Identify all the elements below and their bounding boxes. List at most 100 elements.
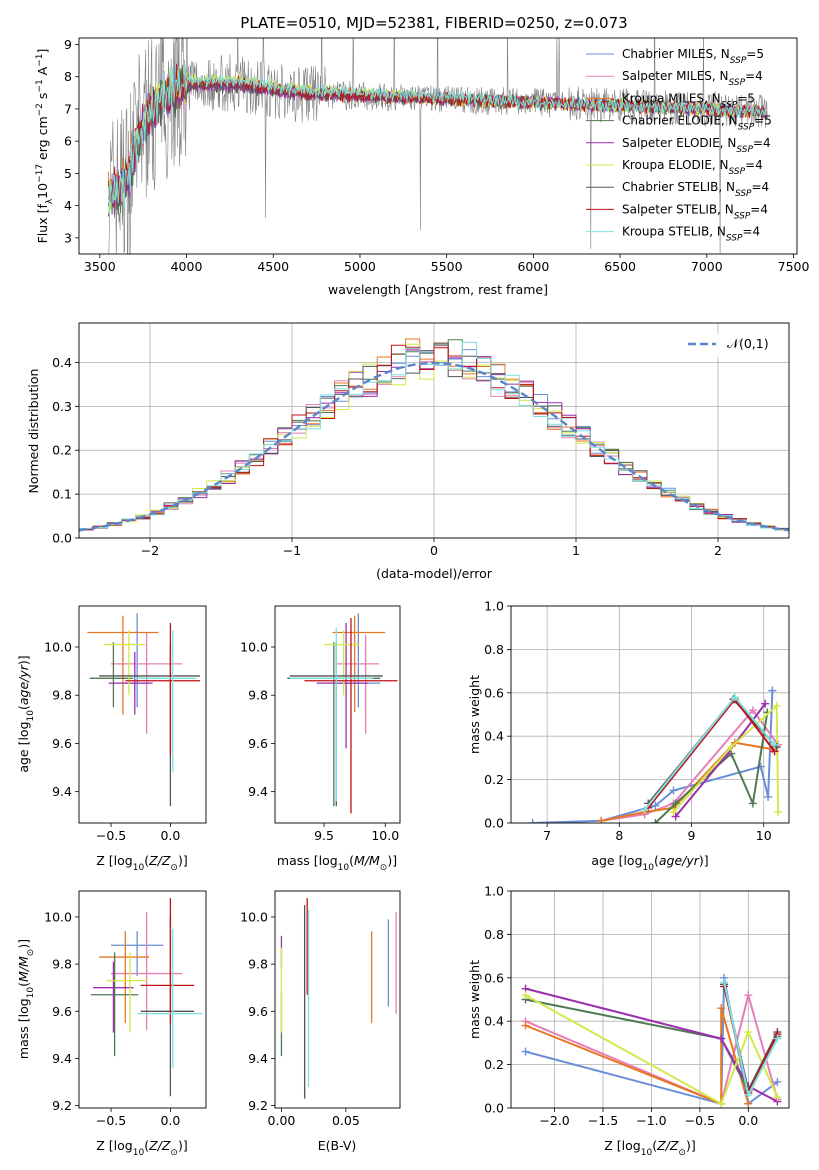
y-tick-label: 8 — [64, 69, 72, 84]
label-part: Kroupa ELODIE, N — [622, 158, 729, 172]
y-tick-label: 0.6 — [484, 970, 504, 985]
x-tick-label: 0.00 — [268, 1113, 296, 1128]
plot-area — [528, 686, 783, 823]
label-part: )] — [699, 853, 709, 868]
y-tick-label: 0.0 — [484, 816, 504, 831]
label-part: )] — [686, 1138, 696, 1153]
x-tick-label: 1 — [572, 543, 580, 558]
label-part: age [log — [591, 853, 642, 868]
label-part: −1 — [35, 54, 45, 67]
axes-frame — [510, 605, 790, 824]
y-tick-label: 0.4 — [484, 1014, 504, 1029]
label-part: age/yr — [16, 664, 31, 705]
x-axis-label: wavelength [Angstrom, rest frame] — [328, 282, 548, 297]
y-tick-label: 10.0 — [44, 909, 72, 924]
label-part: )] — [387, 853, 397, 868]
mass-vs-extinction-panel: 0.00 0.05 9.2 9.4 9.6 9.8 10.0 E(B-V) — [240, 890, 401, 1153]
x-axis-label: Z [log10(Z/Z⊙)] — [96, 1138, 187, 1158]
legend-entry: Salpeter ELODIE, NSSP=4 — [622, 136, 771, 155]
label-part: s — [35, 93, 50, 104]
x-tick-label: 2 — [714, 543, 722, 558]
histogram-steps — [79, 343, 789, 531]
label-part: ( — [652, 1138, 657, 1153]
x-tick-label: 7 — [543, 828, 551, 843]
x-tick-label: 9.5 — [314, 828, 334, 843]
label-part: 10 — [26, 987, 36, 999]
y-tick-label: 10.0 — [44, 639, 72, 654]
x-tick-label: 10 — [756, 828, 772, 843]
x-tick-label: 6500 — [604, 259, 636, 274]
label-part: 10 — [641, 1148, 653, 1158]
x-axis-label: Z [log10(Z/Z⊙)] — [96, 853, 187, 873]
x-tick-label: −2.0 — [539, 1113, 569, 1128]
data-point-marker — [597, 816, 606, 823]
y-tick-label: 9.2 — [248, 1098, 268, 1113]
label-part: ⊙ — [170, 863, 178, 873]
spectrum-panel: 3500 4000 4500 5000 5500 6000 6500 7000 7500 3 4 5 6… — [35, 37, 809, 297]
y-axis-label: Flux [fλ10−17 erg cm−2 s−1 A−1] — [35, 49, 55, 244]
y-tick-label: 9.6 — [52, 1004, 72, 1019]
y-axis-label: mass [log10(M/M⊙)] — [16, 939, 36, 1059]
label-part: =5 — [746, 47, 764, 61]
data-point-marker — [651, 819, 660, 823]
mass-weight-vs-age-panel: 7 8 9 10 0.0 0.2 0.4 0.6 0.8 1.0 mass weight age [l… — [467, 599, 790, 873]
x-tick-label: 0.0 — [738, 1113, 758, 1128]
label-part: Kroupa MILES, N — [622, 91, 721, 105]
data-point-marker — [717, 1034, 726, 1043]
legend-entry: Kroupa STELIB, NSSP=4 — [622, 225, 760, 244]
data-point-marker — [669, 786, 678, 795]
label-part: SSP — [736, 145, 753, 155]
y-tick-label: 0.4 — [52, 355, 72, 370]
data-point-marker — [748, 706, 757, 715]
plot-area — [521, 973, 782, 1108]
label-part: erg cm — [35, 116, 50, 164]
data-point-marker — [774, 808, 783, 817]
label-part: Z/Z — [656, 1138, 679, 1153]
data-point-marker — [748, 799, 757, 808]
label-part: =4 — [745, 158, 763, 172]
label-part: ( — [654, 853, 659, 868]
y-tick-label: 6 — [64, 134, 72, 149]
label-part: ( — [144, 853, 149, 868]
label-part: mass [log — [16, 998, 31, 1059]
plot-area — [90, 898, 203, 1097]
data-point-marker — [669, 808, 678, 817]
label-part: ( — [349, 853, 354, 868]
label-part: ⊙ — [26, 949, 36, 957]
x-tick-label: 0.0 — [160, 1113, 180, 1128]
label-part: M/M — [354, 853, 380, 868]
residual-histogram-panel: −2 −1 0 1 2 0.0 0.1 0.2 0.3 0.4 (data-model)/error… — [26, 322, 790, 581]
series-line — [601, 708, 780, 822]
y-tick-label: 1.0 — [484, 599, 504, 614]
label-part: =4 — [750, 202, 768, 216]
data-point-marker — [521, 1047, 530, 1056]
label-part: )] — [16, 939, 31, 949]
plot-area — [79, 338, 789, 532]
age-vs-metallicity-panel: −0.5 0.09.49.69.810.0Z [log10(Z/Z⊙)]age [… — [16, 605, 207, 873]
label-part: 10 — [643, 863, 655, 873]
label-part: Salpeter STELIB, N — [622, 202, 734, 216]
y-tick-label: 9.8 — [52, 688, 72, 703]
y-tick-label: 9.8 — [248, 957, 268, 972]
label-part: mass [log — [277, 853, 338, 868]
data-point-marker — [651, 801, 660, 810]
label-part: =4 — [753, 136, 771, 150]
y-axis-label: mass weight — [467, 960, 482, 1039]
axes-frame — [78, 890, 207, 1109]
y-tick-label: 9.6 — [52, 736, 72, 751]
data-point-marker — [640, 805, 649, 814]
data-point-marker — [773, 1077, 782, 1086]
label-part: =4 — [752, 180, 770, 194]
label-part: 10 — [133, 863, 145, 873]
data-point-marker — [744, 1099, 753, 1108]
data-point-marker — [671, 812, 680, 821]
x-tick-label: 5000 — [344, 259, 376, 274]
x-tick-label: 4000 — [171, 259, 203, 274]
label-part: Kroupa STELIB, N — [622, 225, 726, 239]
label-part: Z/Z — [148, 1138, 171, 1153]
y-tick-label: 1.0 — [484, 884, 504, 899]
plot-area — [108, 38, 768, 254]
label-part: =5 — [737, 91, 755, 105]
label-part: ( — [16, 982, 31, 987]
